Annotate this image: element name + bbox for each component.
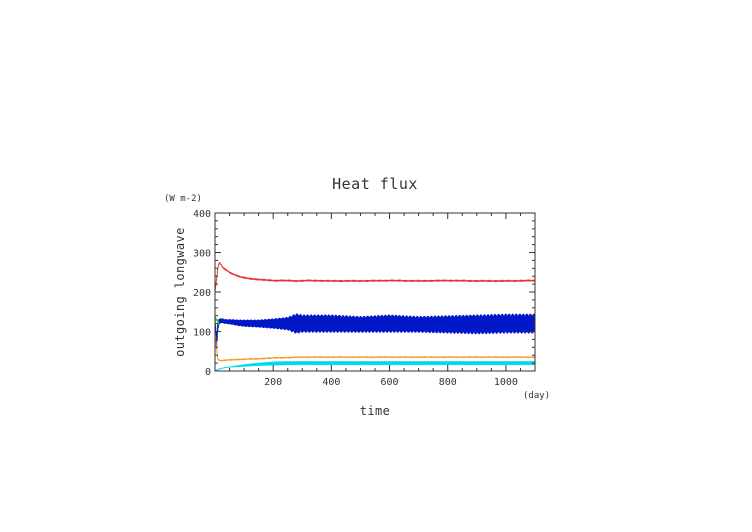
y-tick-label: 200 bbox=[193, 288, 211, 299]
x-tick-label: 1000 bbox=[494, 377, 518, 388]
x-tick-label: 600 bbox=[381, 377, 399, 388]
y-unit-label: (W m-2) bbox=[164, 194, 202, 204]
y-tick-label: 100 bbox=[193, 328, 211, 339]
x-tick-label: 200 bbox=[264, 377, 282, 388]
chart-title: Heat flux bbox=[332, 175, 418, 193]
series-layer bbox=[214, 262, 536, 372]
x-tick-label: 800 bbox=[439, 377, 457, 388]
x-unit-label: (day) bbox=[523, 391, 550, 401]
x-tick-label: 400 bbox=[322, 377, 340, 388]
series-line-1 bbox=[214, 313, 536, 350]
y-tick-label: 400 bbox=[193, 209, 211, 220]
x-axis-label: time bbox=[360, 404, 391, 418]
axes-layer: 200 400 600 800 1000 0 100 200 300 400 bbox=[193, 209, 536, 388]
plot-frame bbox=[214, 212, 536, 372]
series-line-2 bbox=[214, 317, 220, 326]
series-line-0 bbox=[214, 262, 536, 293]
y-axis-label: outgoing longwave bbox=[173, 227, 187, 357]
series-line-4 bbox=[214, 361, 536, 372]
y-tick-label: 0 bbox=[205, 367, 211, 378]
y-tick-label: 300 bbox=[193, 249, 211, 260]
series-line-3 bbox=[214, 331, 536, 362]
